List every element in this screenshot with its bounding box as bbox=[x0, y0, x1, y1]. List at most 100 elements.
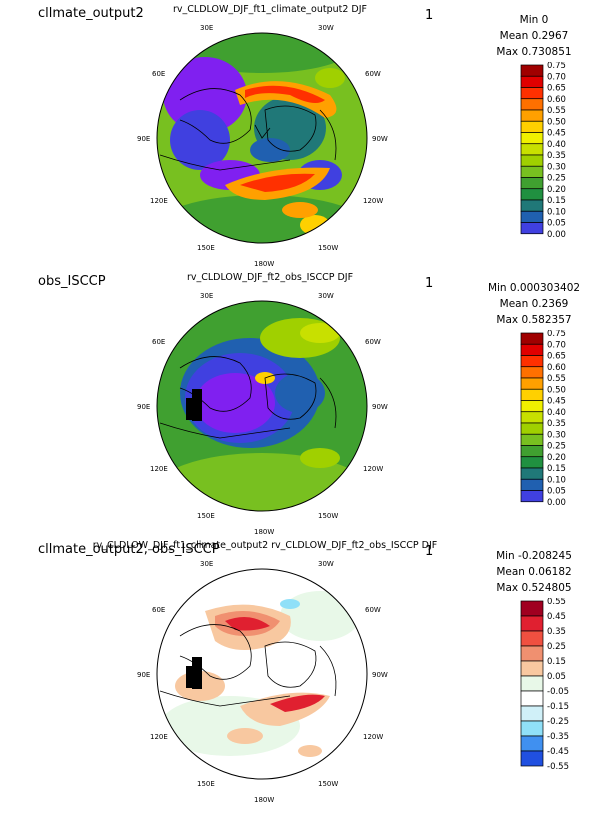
panel-label: cllmate_output2, obs_ISCCP bbox=[38, 542, 220, 557]
colorbar-tick-label: 0.50 bbox=[547, 117, 566, 127]
stats-box: Min 0 Mean 0.2967 Max 0.730851 bbox=[470, 12, 598, 60]
colorbar-tick-label: 0.65 bbox=[547, 352, 566, 362]
colorbar-box bbox=[520, 210, 544, 223]
lon-label: 150E bbox=[197, 780, 215, 788]
colorbar-tick-label: 0.60 bbox=[547, 363, 566, 373]
colorbar-box bbox=[520, 600, 544, 617]
colorbar-tick-label: 0.75 bbox=[547, 330, 566, 339]
polar-map: 30E 30W 60E 60W 90E 90W 120E 120W 150E 1… bbox=[137, 24, 388, 268]
colorbar-box bbox=[520, 332, 544, 345]
lon-label: 60E bbox=[152, 70, 165, 78]
lon-label: 150W bbox=[318, 780, 338, 788]
lon-label: 120W bbox=[363, 197, 383, 205]
chart-title: rv_CLDLOW_DJF_ft1_climate_output2 DJF bbox=[173, 4, 367, 15]
lon-label: 150W bbox=[318, 244, 338, 252]
colorbar-box bbox=[520, 675, 544, 692]
colorbar-tick-label: 0.55 bbox=[547, 598, 566, 607]
lon-label: 90E bbox=[137, 403, 150, 411]
polar-map: 30E 30W 60E 60W 90E 90W 120E 120W 150E 1… bbox=[137, 560, 388, 804]
colorbar-tick-label: 0.25 bbox=[547, 174, 566, 184]
colorbar-tick-label: 0.05 bbox=[547, 672, 566, 682]
colorbar-tick-label: 0.00 bbox=[547, 230, 566, 240]
stat-min: Min 0.000303402 bbox=[487, 282, 581, 294]
colorbar-tick-label: 0.70 bbox=[547, 72, 566, 82]
colorbar-tick-label: -0.55 bbox=[547, 762, 569, 772]
stat-max: Max 0.730851 bbox=[496, 46, 572, 58]
colorbar-box bbox=[520, 343, 544, 356]
panel-number: 1 bbox=[425, 544, 434, 559]
map-boundary bbox=[156, 300, 368, 512]
colorbar-box bbox=[520, 165, 544, 178]
colorbar-tick-label: 0.10 bbox=[547, 475, 566, 485]
missing-data-patch bbox=[192, 657, 202, 689]
stats-box: Min 0.000303402 Mean 0.2369 Max 0.582357 bbox=[470, 280, 598, 328]
cloud-field bbox=[157, 569, 367, 779]
chart-title: rv_CLDLOW_DJF_ft2_obs_ISCCP DJF bbox=[186, 272, 354, 283]
colorbar-tick-label: -0.05 bbox=[547, 687, 569, 697]
missing-data-patch bbox=[192, 389, 202, 421]
colorbar-box bbox=[520, 355, 544, 368]
colorbar-box bbox=[520, 75, 544, 88]
colorbar-box bbox=[520, 456, 544, 469]
colorbar-box bbox=[520, 615, 544, 632]
colorbar-tick-label: 0.40 bbox=[547, 408, 566, 418]
colorbar-tick-label: 0.05 bbox=[547, 487, 566, 497]
lon-label: 120E bbox=[150, 197, 168, 205]
colorbar-tick-label: 0.15 bbox=[547, 657, 566, 667]
colorbar-box bbox=[520, 660, 544, 677]
stat-mean: Mean 0.2369 bbox=[499, 298, 569, 310]
colorbar-tick-label: 0.20 bbox=[547, 185, 566, 195]
panel-model: 30E 30W 60E 60W 90E 90W 120E 120W 150E 1… bbox=[0, 0, 606, 268]
lon-label: 30E bbox=[200, 24, 213, 32]
coastlines bbox=[159, 88, 337, 171]
lon-label: 150E bbox=[197, 512, 215, 520]
colorbar-box bbox=[520, 630, 544, 647]
colorbar-tick-label: 0.15 bbox=[547, 196, 566, 206]
lon-label: 30W bbox=[318, 560, 334, 568]
colorbar-box bbox=[520, 377, 544, 390]
lon-label: 120E bbox=[150, 733, 168, 741]
colorbar-tick-label: 0.30 bbox=[547, 162, 566, 172]
colorbar-tick-label: 0.30 bbox=[547, 430, 566, 440]
lon-label: 30E bbox=[200, 292, 213, 300]
lon-label: 30W bbox=[318, 292, 334, 300]
colorbar-box bbox=[520, 433, 544, 446]
coastlines bbox=[159, 356, 337, 439]
colorbar-box bbox=[520, 750, 544, 767]
colorbar-box bbox=[520, 177, 544, 190]
lon-label: 90W bbox=[372, 403, 388, 411]
panel-label: cllmate_output2 bbox=[38, 6, 144, 21]
colorbar-box bbox=[520, 222, 544, 235]
colorbar-box bbox=[520, 154, 544, 167]
colorbar-tick-label: 0.00 bbox=[547, 498, 566, 508]
colorbar-tick-label: 0.65 bbox=[547, 84, 566, 94]
stats-box: Min -0.208245 Mean 0.06182 Max 0.524805 bbox=[470, 548, 598, 596]
lon-label: 180W bbox=[254, 528, 274, 536]
colorbar: 0.750.70 0.650.600.550.50 0.450.400.350.30… bbox=[520, 330, 566, 508]
colorbar-box bbox=[520, 132, 544, 145]
panel-diff: 30E 30W 60E 60W 90E 90W 120E 120W 150E 1… bbox=[0, 536, 606, 804]
colorbar-tick-label: 0.35 bbox=[547, 627, 566, 637]
stat-mean: Mean 0.2967 bbox=[499, 30, 569, 42]
colorbar-box bbox=[520, 199, 544, 212]
panel-label: obs_ISCCP bbox=[38, 274, 106, 289]
lon-label: 180W bbox=[254, 796, 274, 804]
colorbar-box bbox=[520, 645, 544, 662]
colorbar-tick-label: 0.25 bbox=[547, 642, 566, 652]
lon-label: 150E bbox=[197, 244, 215, 252]
lon-label: 120W bbox=[363, 733, 383, 741]
colorbar-box bbox=[520, 143, 544, 156]
colorbar-tick-label: 0.15 bbox=[547, 464, 566, 474]
colorbar-tick-label: 0.55 bbox=[547, 374, 566, 384]
colorbar-box bbox=[520, 705, 544, 722]
lon-label: 90E bbox=[137, 671, 150, 679]
colorbar-tick-label: 0.45 bbox=[547, 612, 566, 622]
chart-title: rv_CLDLOW_DJF_ft1_climate_output2 rv_CLD… bbox=[92, 540, 438, 551]
lon-label: 120E bbox=[150, 465, 168, 473]
lon-label: 60W bbox=[365, 70, 381, 78]
map-boundary bbox=[156, 568, 368, 780]
colorbar-box bbox=[520, 120, 544, 133]
colorbar-box bbox=[520, 422, 544, 435]
colorbar-box bbox=[520, 445, 544, 458]
lon-label: 60W bbox=[365, 338, 381, 346]
